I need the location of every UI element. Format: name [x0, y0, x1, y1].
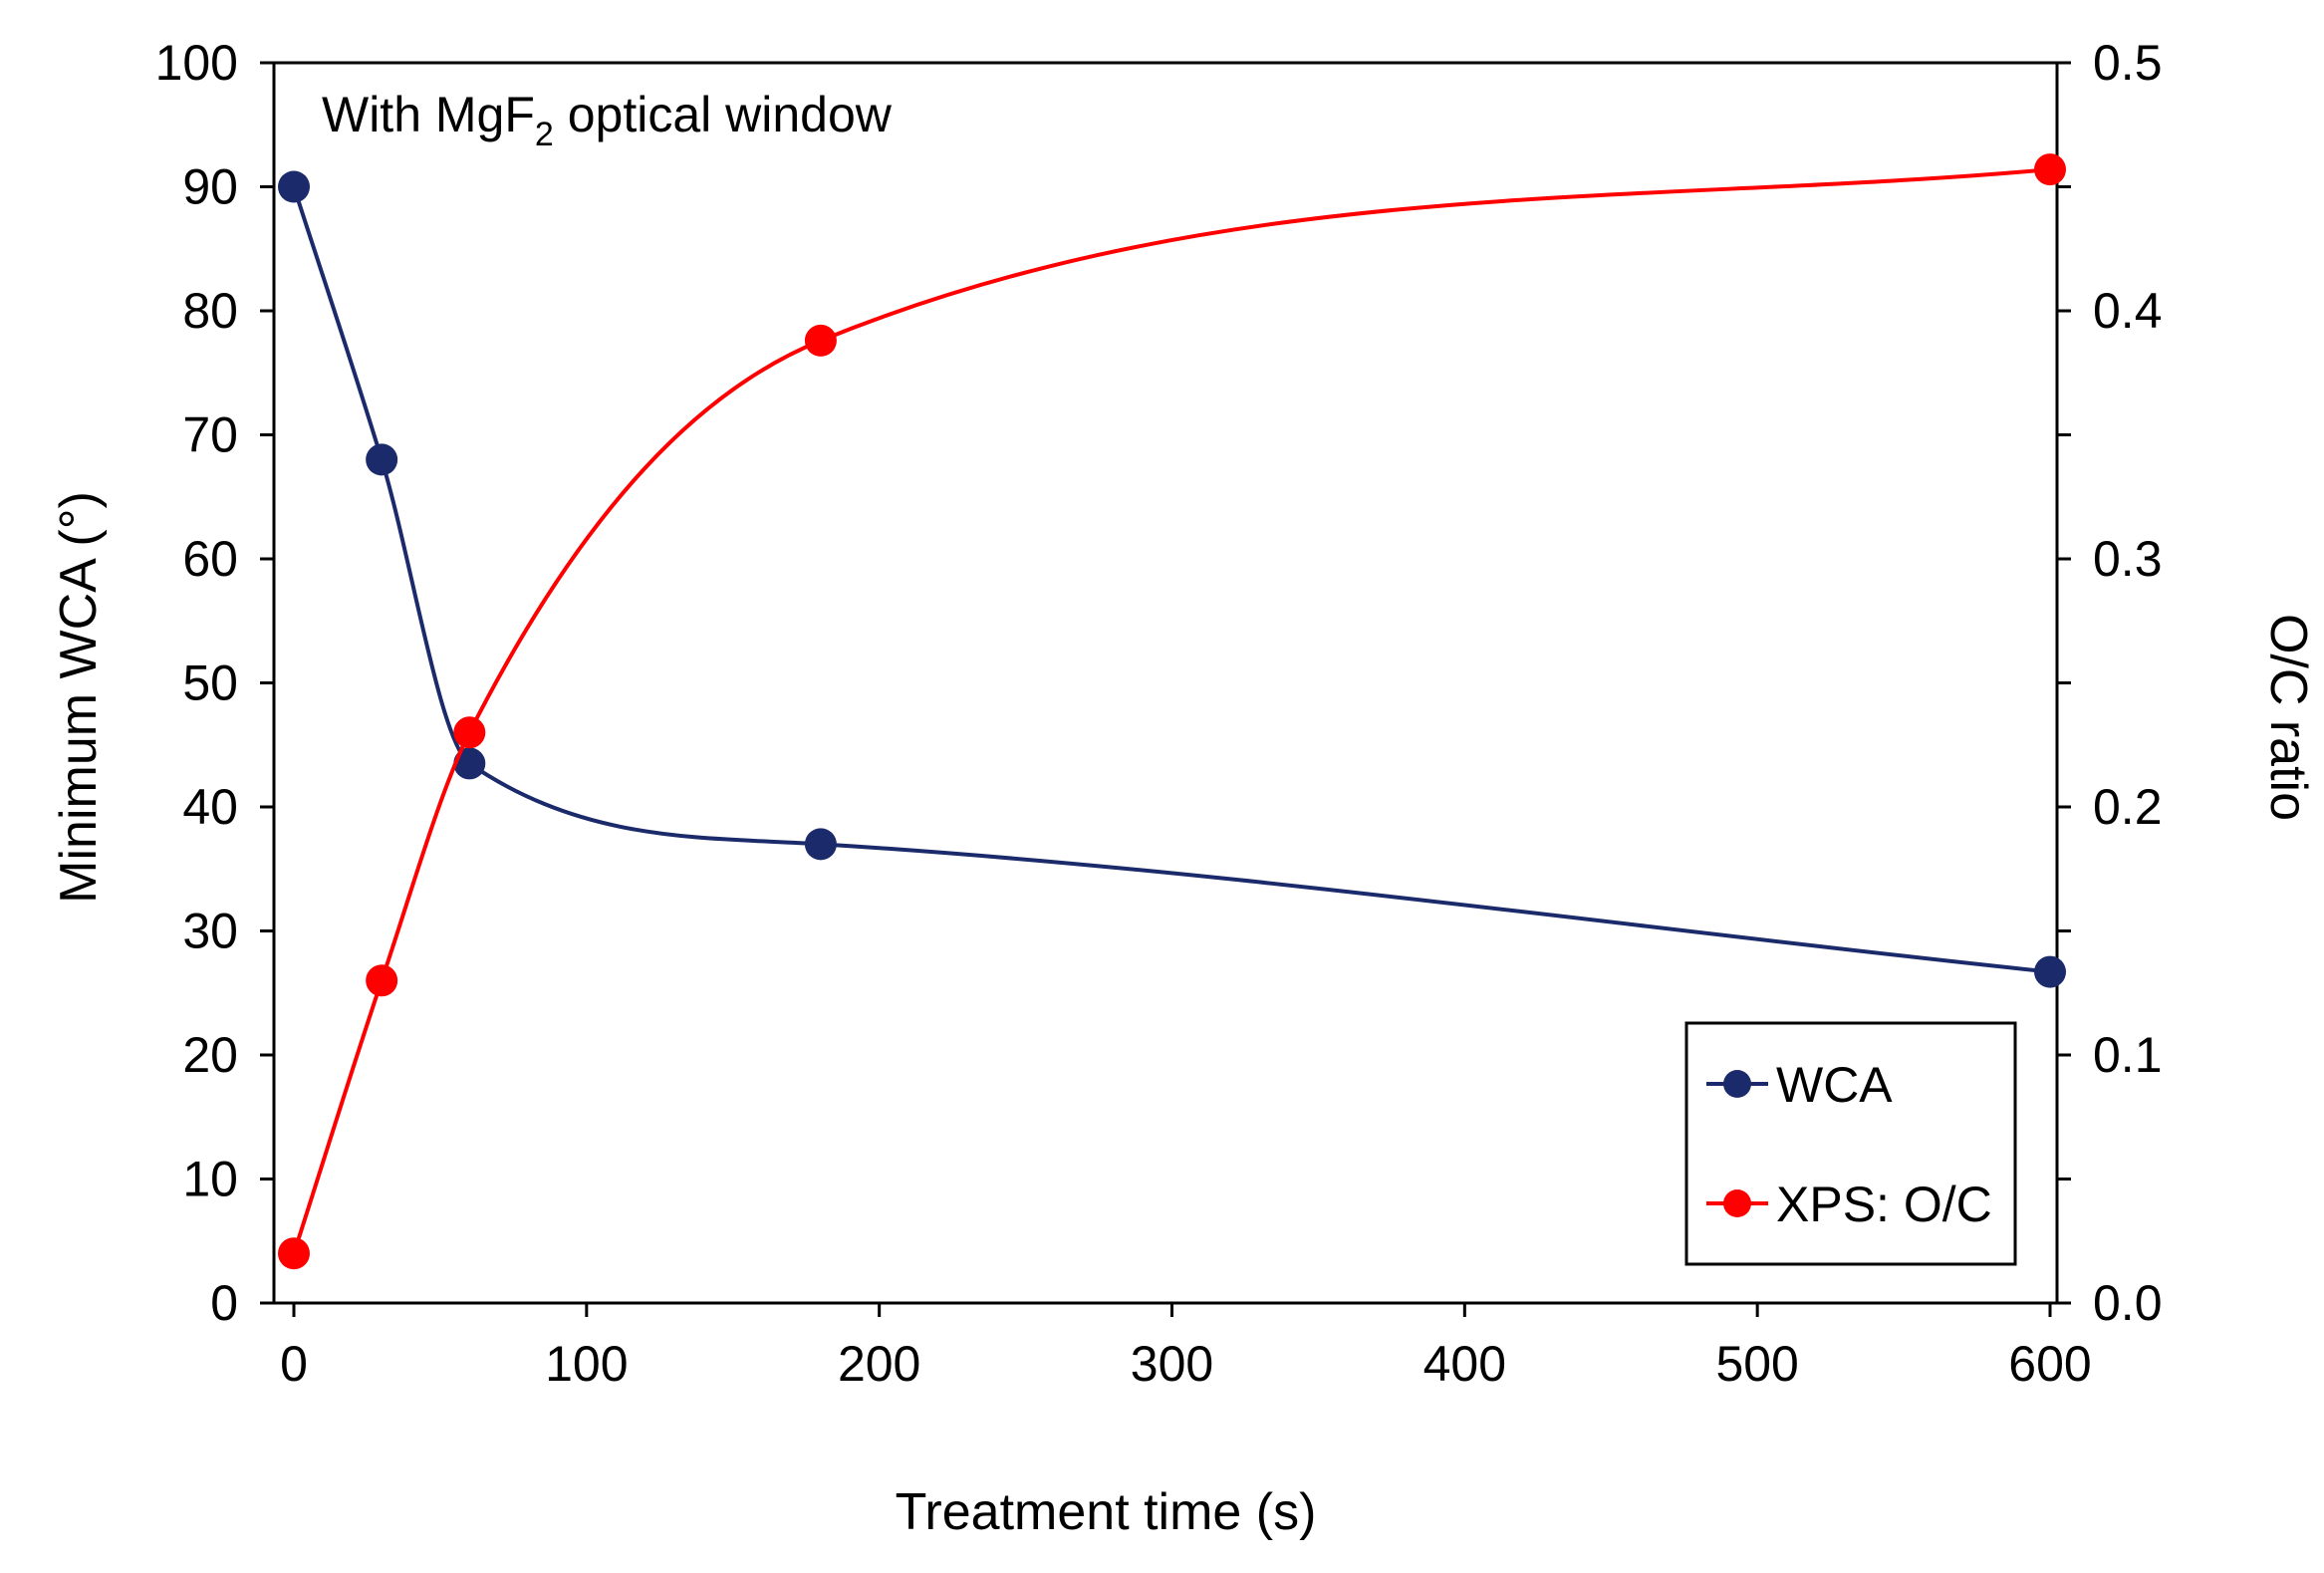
y-left-tick-label-5: 50: [182, 655, 238, 711]
series-0-point-2: [453, 747, 486, 780]
legend: WCA XPS: O/C: [1684, 1021, 2017, 1266]
y-left-tick-label-2: 20: [182, 1027, 238, 1083]
x-tick-label-4: 400: [1423, 1336, 1506, 1392]
y-axis-right-title: O/C ratio: [2259, 614, 2317, 821]
axes: 0 100 200 300 400 500 600 0 10 20 30 40 50 60 70 80 90 10…: [155, 35, 2163, 1392]
series-1-point-2: [453, 716, 486, 749]
series-0-line: [292, 185, 2051, 974]
x-axis-title: Treatment time (s): [896, 1483, 1317, 1541]
x-tick-label-1: 100: [545, 1336, 628, 1392]
x-tick-label-5: 500: [1715, 1336, 1798, 1392]
y-left-tick-label-4: 40: [182, 779, 238, 835]
x-tick-label-3: 300: [1131, 1336, 1213, 1392]
y-left-tick-label-3: 30: [182, 904, 238, 959]
series-1-point-0: [278, 1237, 310, 1270]
series-0: [278, 170, 2066, 988]
y-right-tick-label-5: 0.5: [2093, 35, 2163, 91]
series-1-point-1: [366, 964, 398, 997]
legend-wca-marker: [1723, 1070, 1751, 1098]
series-layer: [278, 153, 2066, 1270]
y-right-tick-label-0: 0.0: [2093, 1275, 2163, 1331]
y-right-tick-label-1: 0.1: [2093, 1027, 2163, 1083]
series-0-point-4: [2034, 955, 2066, 988]
y-left-tick-label-10: 100: [155, 35, 238, 91]
x-tick-label-0: 0: [280, 1336, 308, 1392]
y-right-tick-label-2: 0.2: [2093, 779, 2163, 835]
series-1: [278, 153, 2066, 1270]
series-0-point-3: [804, 828, 837, 861]
series-1-line: [292, 167, 2051, 1254]
legend-wca-label: WCA: [1776, 1057, 1893, 1113]
y-axis-left-title: Minimum WCA (°): [50, 491, 108, 904]
x-tick-label-2: 200: [838, 1336, 920, 1392]
series-0-point-0: [278, 170, 310, 203]
legend-box: [1684, 1021, 2017, 1266]
annotation: With MgF2 optical window: [322, 87, 893, 153]
y-right-tick-label-4: 0.4: [2093, 283, 2163, 339]
y-right-tick-label-3: 0.3: [2093, 531, 2163, 587]
y-left-tick-label-1: 10: [182, 1152, 238, 1207]
legend-xps-marker: [1723, 1189, 1751, 1217]
y-left-tick-label-0: 0: [210, 1275, 238, 1331]
series-1-point-3: [804, 324, 837, 357]
y-left-tick-label-6: 60: [182, 531, 238, 587]
y-left-tick-label-8: 80: [182, 283, 238, 339]
series-1-point-4: [2034, 153, 2066, 186]
series-0-point-1: [366, 443, 398, 476]
y-left-tick-label-7: 70: [182, 407, 238, 463]
y-left-tick-label-9: 90: [182, 159, 238, 215]
legend-xps-label: XPS: O/C: [1776, 1177, 1992, 1232]
x-tick-label-6: 600: [2008, 1336, 2091, 1392]
